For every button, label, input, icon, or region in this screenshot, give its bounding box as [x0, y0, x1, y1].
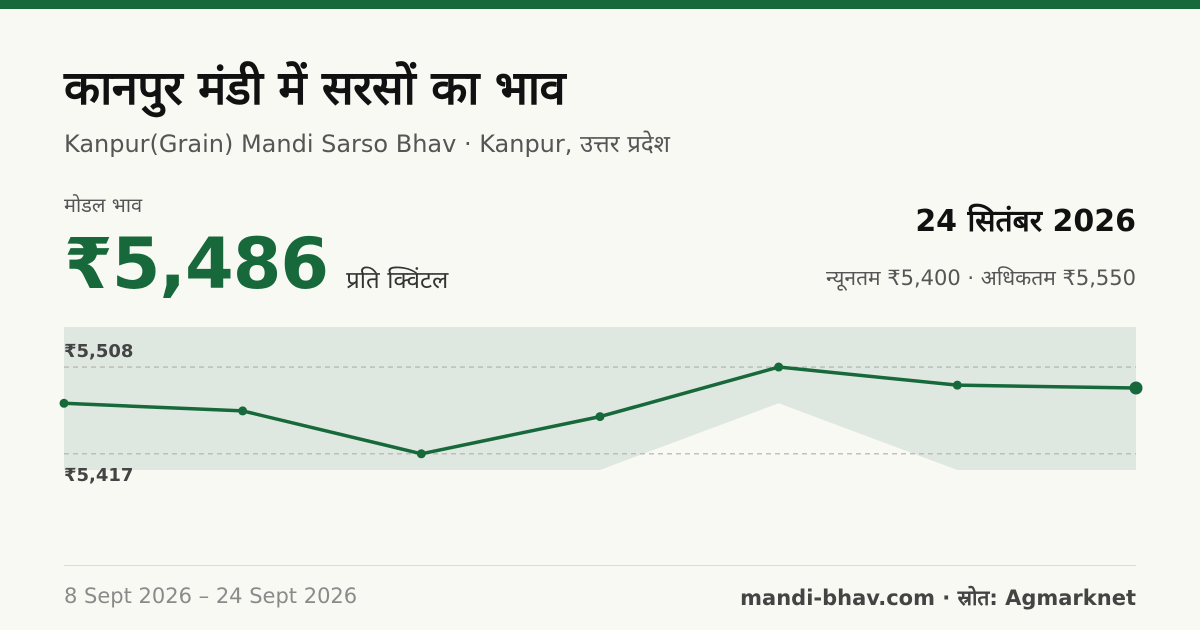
page-title: कानपुर मंडी में सरसों का भाव — [64, 61, 566, 116]
price-point — [595, 412, 605, 422]
price-point — [774, 362, 784, 372]
price-point — [416, 449, 426, 459]
modal-price-label: मोडल भाव — [64, 193, 143, 217]
price-range-band — [64, 327, 1136, 470]
reference-label: ₹5,417 — [64, 465, 133, 486]
modal-price-value: ₹5,486 — [64, 223, 329, 305]
price-point — [952, 380, 962, 390]
footer-date-range: 8 Sept 2026 – 24 Sept 2026 — [64, 584, 358, 608]
price-date: 24 सितंबर 2026 — [915, 204, 1136, 239]
price-point — [238, 406, 248, 416]
footer-divider — [64, 565, 1136, 566]
page-subtitle: Kanpur(Grain) Mandi Sarso Bhav · Kanpur,… — [64, 130, 670, 158]
price-point — [59, 398, 69, 408]
reference-label: ₹5,508 — [64, 341, 133, 362]
min-max-range: न्यूनतम ₹5,400 · अधिकतम ₹5,550 — [826, 266, 1136, 290]
footer-source: mandi-bhav.com · स्रोत: Agmarknet — [740, 586, 1136, 610]
price-unit: प्रति क्विंटल — [346, 266, 449, 294]
latest-price-point — [1129, 381, 1143, 395]
price-row: ₹5,486 प्रति क्विंटल — [64, 223, 448, 305]
top-accent-bar — [0, 0, 1200, 9]
